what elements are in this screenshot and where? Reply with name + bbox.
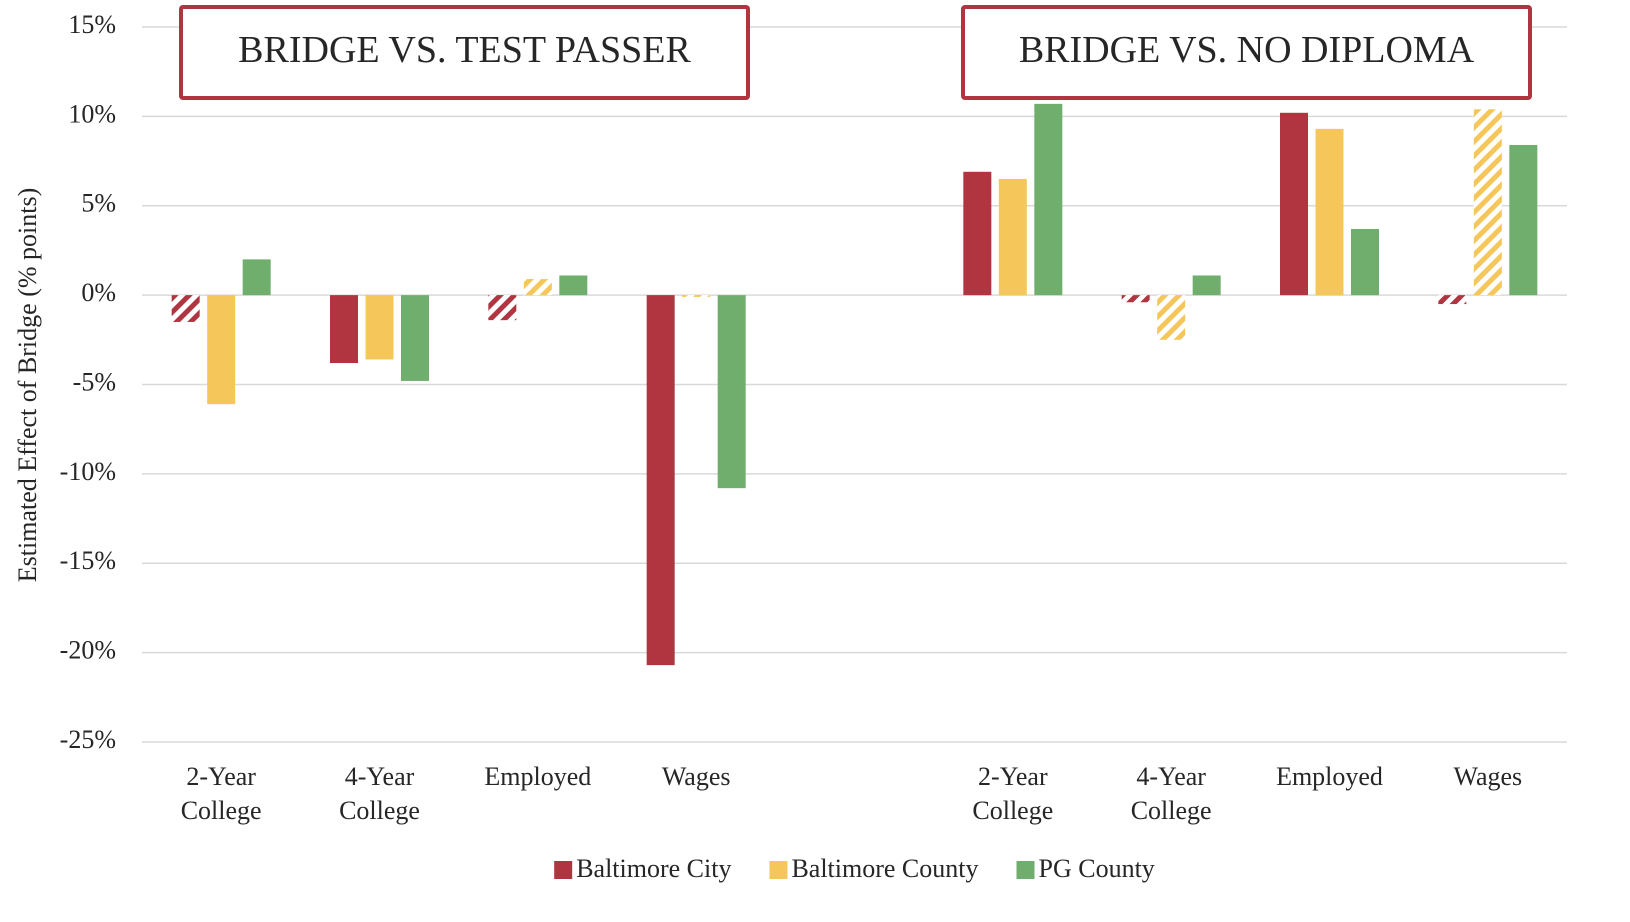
bar [1192,275,1221,296]
bar [646,295,675,666]
legend-swatch [554,861,573,879]
y-tick-label: -5% [73,367,116,396]
bar [171,295,200,322]
bar [488,295,517,321]
y-tick-label: -25% [60,725,116,754]
bar [963,171,992,296]
bar [1034,103,1063,296]
bar [717,295,746,489]
bar [559,275,588,296]
x-tick-label: Employed [484,762,592,791]
y-tick-label: 10% [68,99,116,128]
bar [1438,295,1467,305]
bar [1509,144,1538,296]
x-tick-label: Wages [1453,762,1523,791]
bar [1121,295,1150,303]
annotation: BRIDGE VS. TEST PASSER [238,29,691,71]
y-axis-label: Estimated Effect of Bridge (% points) [13,188,42,582]
bar [1315,128,1344,296]
legend-swatch [769,861,788,879]
bar [1351,228,1379,296]
annotation: BRIDGE VS. NO DIPLOMA [1019,29,1475,71]
bar [365,295,394,360]
legend: Baltimore City Baltimore County PG County [554,854,1155,883]
bar [330,295,358,364]
x-tick-label: 2-Year College [180,762,262,825]
x-tick-label: 4-Year College [1130,762,1212,825]
bar [401,295,429,381]
bar [1280,112,1308,296]
legend-label: Baltimore County [791,854,978,883]
legend-swatch [1016,861,1035,879]
bar [682,295,711,297]
y-tick-label: 0% [81,278,116,307]
x-tick-label: 2-Year College [972,762,1054,825]
x-tick-label: 4-Year College [339,762,420,825]
y-tick-label: -10% [60,457,116,486]
bar [523,279,552,296]
bar [1157,295,1186,340]
y-tick-label: -20% [60,636,116,665]
legend-label: Baltimore City [576,854,731,883]
bar [207,295,236,405]
annotation-box [179,5,750,100]
x-tick-label: Employed [1276,762,1383,791]
legend-label: PG County [1039,854,1155,883]
bar [998,178,1027,296]
y-tick-label: -15% [60,546,116,575]
y-tick-label: 15% [68,10,116,39]
annotation-box [961,5,1532,100]
x-tick-label: Wages [661,762,731,791]
bar [1473,109,1502,296]
y-tick-label: 5% [81,189,116,218]
bar [242,259,271,296]
